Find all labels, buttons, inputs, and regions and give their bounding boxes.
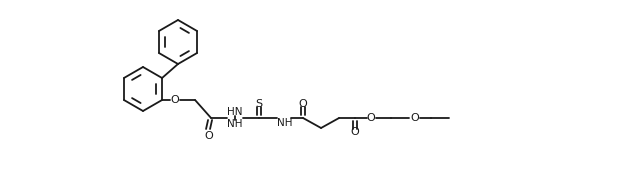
Text: O: O: [367, 113, 375, 123]
Text: O: O: [171, 95, 179, 105]
Text: O: O: [205, 131, 214, 141]
Text: O: O: [411, 113, 420, 123]
Text: NH: NH: [228, 119, 243, 129]
Text: O: O: [299, 99, 307, 109]
Text: NH: NH: [277, 118, 293, 128]
Text: O: O: [351, 127, 360, 137]
Text: S: S: [255, 99, 263, 109]
Text: HN: HN: [228, 107, 243, 117]
